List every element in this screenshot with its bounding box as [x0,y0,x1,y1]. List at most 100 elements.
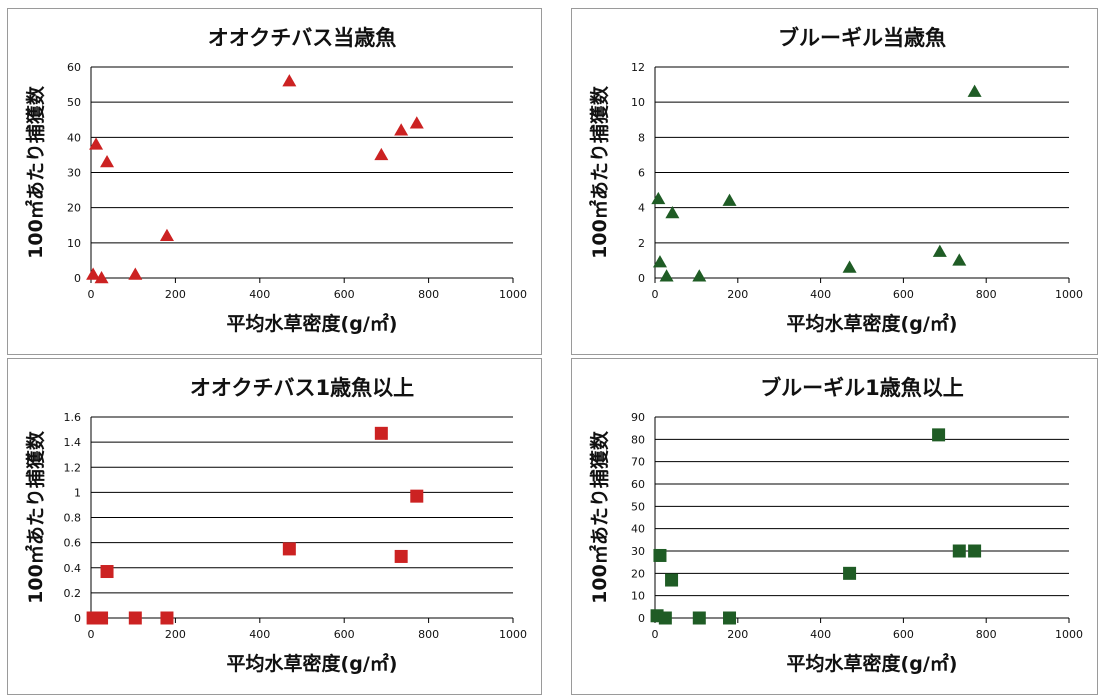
chart-title: オオクチバス当歳魚 [208,26,397,50]
y-tick-label: 4 [638,202,645,215]
x-tick-label: 400 [249,628,270,641]
y-tick-label: 0.8 [64,512,82,525]
data-point [665,205,680,219]
y-tick-label: 0 [638,272,645,285]
y-tick-label: 0 [74,612,81,625]
x-tick-label: 1000 [1055,288,1083,301]
y-tick-label: 90 [631,411,645,424]
y-tick-label: 10 [67,237,81,250]
y-tick-label: 70 [631,456,645,469]
chart-svg: ブルーギル当歳魚 0 2 4 6 8 10 12 0 200 400 600 800 1000 平均水草密度… [588,26,1083,335]
data-point [952,544,966,558]
chart-panel: オオクチバス1歳魚以上 0 0.2 0.4 0.6 0.8 1 1.2 1.4 1.6 0 200 40… [7,358,542,695]
y-axis-label: 100㎡あたり捕獲数 [588,430,611,604]
x-tick-label: 800 [418,288,439,301]
y-tick-label: 0.4 [64,562,82,575]
y-tick-label: 1.2 [64,461,82,474]
y-tick-label: 30 [631,545,645,558]
y-tick-label: 0 [74,272,81,285]
data-point [651,191,666,205]
data-point [842,260,857,273]
x-tick-label: 0 [652,288,659,301]
x-tick-label: 600 [334,288,355,301]
data-point [952,253,967,266]
y-tick-label: 10 [631,96,645,109]
x-tick-label: 600 [893,288,914,301]
y-tick-label: 50 [67,96,81,109]
y-tick-label: 60 [631,478,645,491]
x-tick-label: 200 [727,288,748,301]
data-point [100,565,114,579]
data-point [722,193,737,206]
chart-title: ブルーギル1歳魚以上 [760,376,964,400]
data-point [968,544,982,558]
x-tick-label: 800 [976,288,997,301]
x-tick-label: 800 [418,628,439,641]
y-tick-label: 40 [67,131,81,144]
data-point [394,123,409,136]
y-tick-label: 0 [638,612,645,625]
y-axis-label: 100㎡あたり捕獲数 [588,85,611,259]
data-point [665,573,679,587]
data-point [932,428,946,442]
x-axis-label: 平均水草密度(g/㎡) [227,652,398,675]
y-tick-label: 20 [631,567,645,580]
x-tick-label: 1000 [499,288,527,301]
x-axis-label: 平均水草密度(g/㎡) [787,652,958,675]
chart-panel: ブルーギル1歳魚以上 0 10 20 30 40 50 60 70 80 90 0 200 400 600 8… [571,358,1098,695]
y-tick-label: 80 [631,433,645,446]
data-point [658,611,672,625]
x-tick-label: 600 [893,628,914,641]
y-tick-label: 40 [631,523,645,536]
chart-svg: オオクチバス1歳魚以上 0 0.2 0.4 0.6 0.8 1 1.2 1.4 1.6 0 200 40… [24,376,527,675]
data-point [89,137,104,150]
data-point [159,228,174,242]
chart-title: オオクチバス1歳魚以上 [190,376,414,400]
data-point [100,154,115,168]
chart-panel: ブルーギル当歳魚 0 2 4 6 8 10 12 0 200 400 600 800 1000 平均水草密度… [571,8,1098,355]
data-point [653,548,667,562]
y-tick-label: 1.6 [64,411,82,424]
y-tick-label: 12 [631,61,645,74]
x-tick-label: 400 [810,628,831,641]
x-tick-label: 200 [165,288,186,301]
x-tick-label: 400 [810,288,831,301]
x-tick-label: 1000 [1055,628,1083,641]
y-axis-label: 100㎡あたり捕獲数 [24,430,47,604]
data-point [95,611,109,625]
y-axis-label: 100㎡あたり捕獲数 [24,85,47,259]
x-tick-label: 800 [976,628,997,641]
data-point [410,489,424,503]
data-point [128,267,143,280]
data-point [374,147,389,161]
x-tick-label: 0 [88,628,95,641]
y-tick-label: 60 [67,61,81,74]
y-tick-label: 20 [67,202,81,215]
data-point [659,269,674,282]
data-point [86,267,101,280]
data-point [282,542,296,556]
y-tick-label: 1.4 [64,436,82,449]
x-axis-label: 平均水草密度(g/㎡) [227,312,398,335]
y-tick-label: 50 [631,500,645,513]
data-point [843,566,857,580]
data-point [282,74,297,87]
y-tick-label: 2 [638,237,645,250]
x-tick-label: 0 [652,628,659,641]
chart-svg: ブルーギル1歳魚以上 0 10 20 30 40 50 60 70 80 90 0 200 400 600 8… [588,376,1083,675]
y-tick-label: 6 [638,167,645,180]
data-point [394,549,408,563]
data-point [692,269,707,282]
x-tick-label: 200 [727,628,748,641]
x-tick-label: 400 [249,288,270,301]
y-tick-label: 8 [638,131,645,144]
chart-panel: オオクチバス当歳魚 0 10 20 30 40 50 60 0 200 400 600 800 1000 平… [7,8,542,355]
data-point [374,426,388,440]
data-point [967,84,982,97]
x-tick-label: 0 [88,288,95,301]
y-tick-label: 0.6 [64,537,82,550]
data-point [652,255,667,268]
y-tick-label: 0.2 [64,587,82,600]
x-axis-label: 平均水草密度(g/㎡) [787,312,958,335]
